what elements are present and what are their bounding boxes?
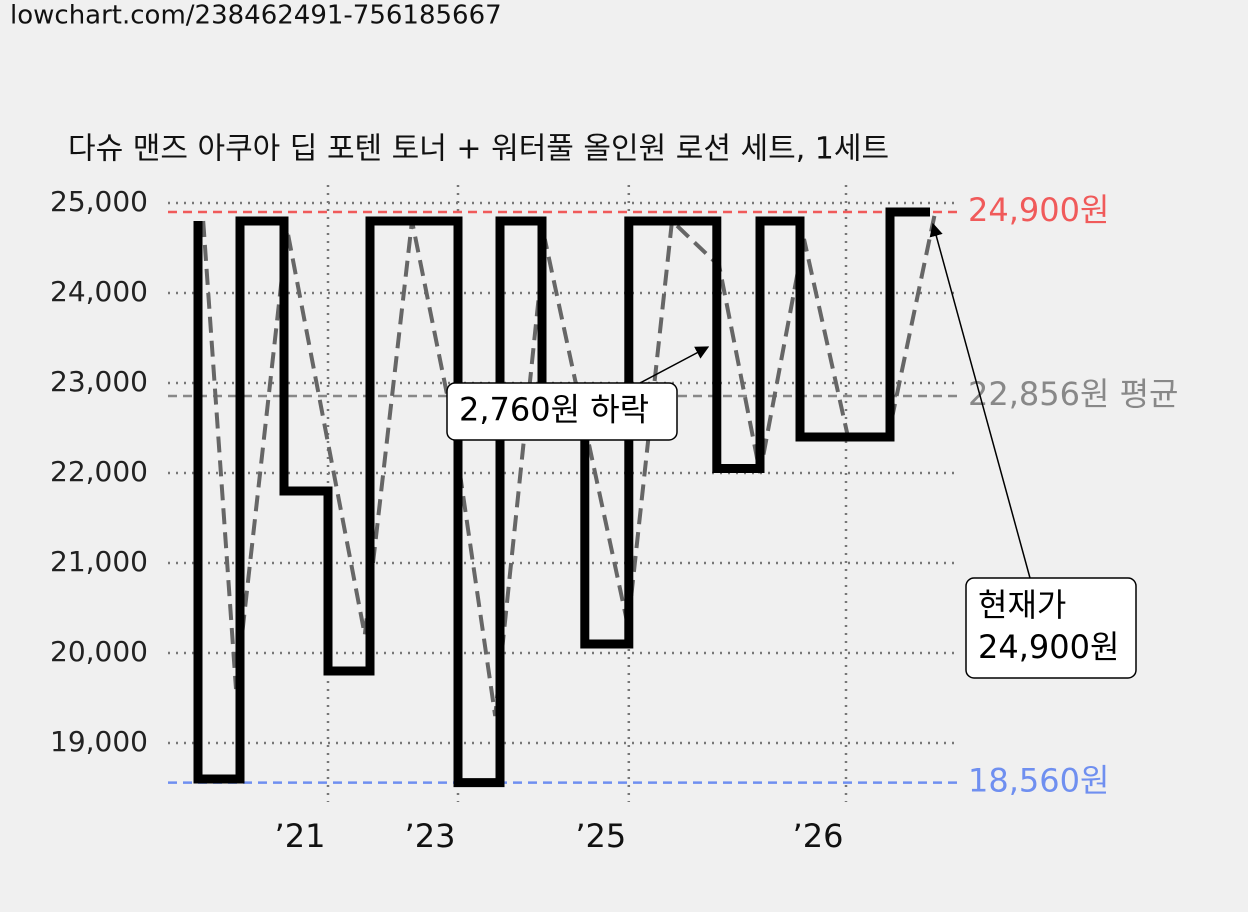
annotation-text: 2,760원 하락 — [459, 391, 649, 429]
y-tick-label: 22,000 — [50, 455, 148, 488]
price-line — [193, 207, 930, 788]
y-tick-label: 23,000 — [50, 365, 148, 398]
annotation-arrow — [639, 346, 710, 384]
y-tick-label: 24,000 — [50, 275, 148, 308]
x-tick-label: ’26 — [793, 817, 844, 855]
url: lowchart.com/238462491-756185667 — [10, 1, 502, 31]
annotation-arrow — [929, 222, 1031, 579]
chart-title: 다슈 맨즈 아쿠아 딥 포텐 토너 + 워터풀 올인원 로션 세트, 1세트 — [68, 132, 889, 167]
reference-label: 18,560원 — [968, 762, 1109, 800]
x-tick-label: ’25 — [575, 817, 626, 855]
x-tick-label: ’23 — [405, 817, 456, 855]
reference-label: 22,856원 평균 — [968, 375, 1178, 413]
reference-label: 24,900원 — [968, 191, 1109, 229]
annotation-text: 24,900원 — [978, 628, 1119, 666]
y-tick-label: 21,000 — [50, 545, 148, 578]
y-tick-label: 25,000 — [50, 185, 148, 218]
x-tick-label: ’21 — [275, 817, 326, 855]
annotation-box — [965, 577, 1137, 679]
y-tick-label: 20,000 — [50, 635, 148, 668]
y-tick-label: 19,000 — [50, 725, 148, 758]
annotation-text: 현재가 — [978, 586, 1066, 624]
annotation-box — [446, 382, 678, 441]
